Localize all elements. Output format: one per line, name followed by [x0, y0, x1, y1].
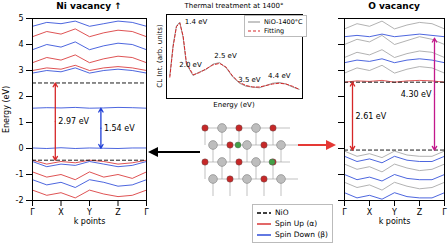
svg-text:k points: k points — [74, 217, 106, 226]
html-text:O vacancy: O vacancy — [368, 1, 420, 11]
svg-text:5: 5 — [18, 14, 23, 23]
svg-text:X: X — [58, 208, 64, 217]
svg-text:Y: Y — [87, 208, 92, 218]
svg-text:Z: Z — [417, 208, 423, 217]
svg-text:Γ: Γ — [342, 208, 347, 217]
svg-text:1.54 eV: 1.54 eV — [104, 124, 135, 133]
html-text:CL Int. (arb. units): CL Int. (arb. units) — [156, 24, 164, 88]
svg-text:3: 3 — [18, 66, 23, 75]
svg-text:-1: -1 — [16, 170, 24, 179]
svg-text:2.0 eV: 2.0 eV — [179, 61, 202, 69]
svg-text:X: X — [367, 208, 373, 217]
html-text:NiO: NiO — [275, 208, 289, 217]
svg-text:2.5 eV: 2.5 eV — [214, 52, 237, 60]
svg-text:Γ: Γ — [442, 208, 447, 217]
html-text:Energy (eV): Energy (eV) — [213, 101, 255, 109]
svg-text:1: 1 — [18, 118, 23, 127]
svg-text:Energy (eV): Energy (eV) — [2, 86, 11, 133]
svg-text:Γ: Γ — [30, 208, 35, 217]
svg-text:3.5 eV: 3.5 eV — [238, 76, 261, 84]
html-text:Thermal treatment at 1400°: Thermal treatment at 1400° — [184, 2, 284, 10]
html-text:Spin Up (α): Spin Up (α) — [275, 219, 318, 228]
svg-text:Z: Z — [115, 208, 121, 217]
svg-text:2.97 eV: 2.97 eV — [58, 117, 89, 126]
svg-text:Y: Y — [392, 208, 397, 218]
html-text:NiO-1400°C: NiO-1400°C — [264, 17, 303, 26]
svg-text:4.4 eV: 4.4 eV — [268, 72, 291, 80]
svg-text:4: 4 — [18, 40, 23, 49]
svg-text:4.30 eV: 4.30 eV — [401, 90, 432, 99]
svg-text:2.61 eV: 2.61 eV — [356, 112, 387, 121]
svg-text:-2: -2 — [16, 196, 24, 205]
svg-text:1.4 eV: 1.4 eV — [185, 18, 208, 26]
html-text:Fitting: Fitting — [264, 26, 285, 35]
html-text:Ni vacancy ↑: Ni vacancy ↑ — [56, 1, 122, 11]
svg-text:k points: k points — [379, 217, 411, 226]
svg-text:0: 0 — [18, 144, 23, 153]
svg-text:Γ: Γ — [144, 208, 149, 217]
svg-text:2: 2 — [18, 92, 23, 101]
html-text:Spin Down (β): Spin Down (β) — [275, 230, 328, 239]
